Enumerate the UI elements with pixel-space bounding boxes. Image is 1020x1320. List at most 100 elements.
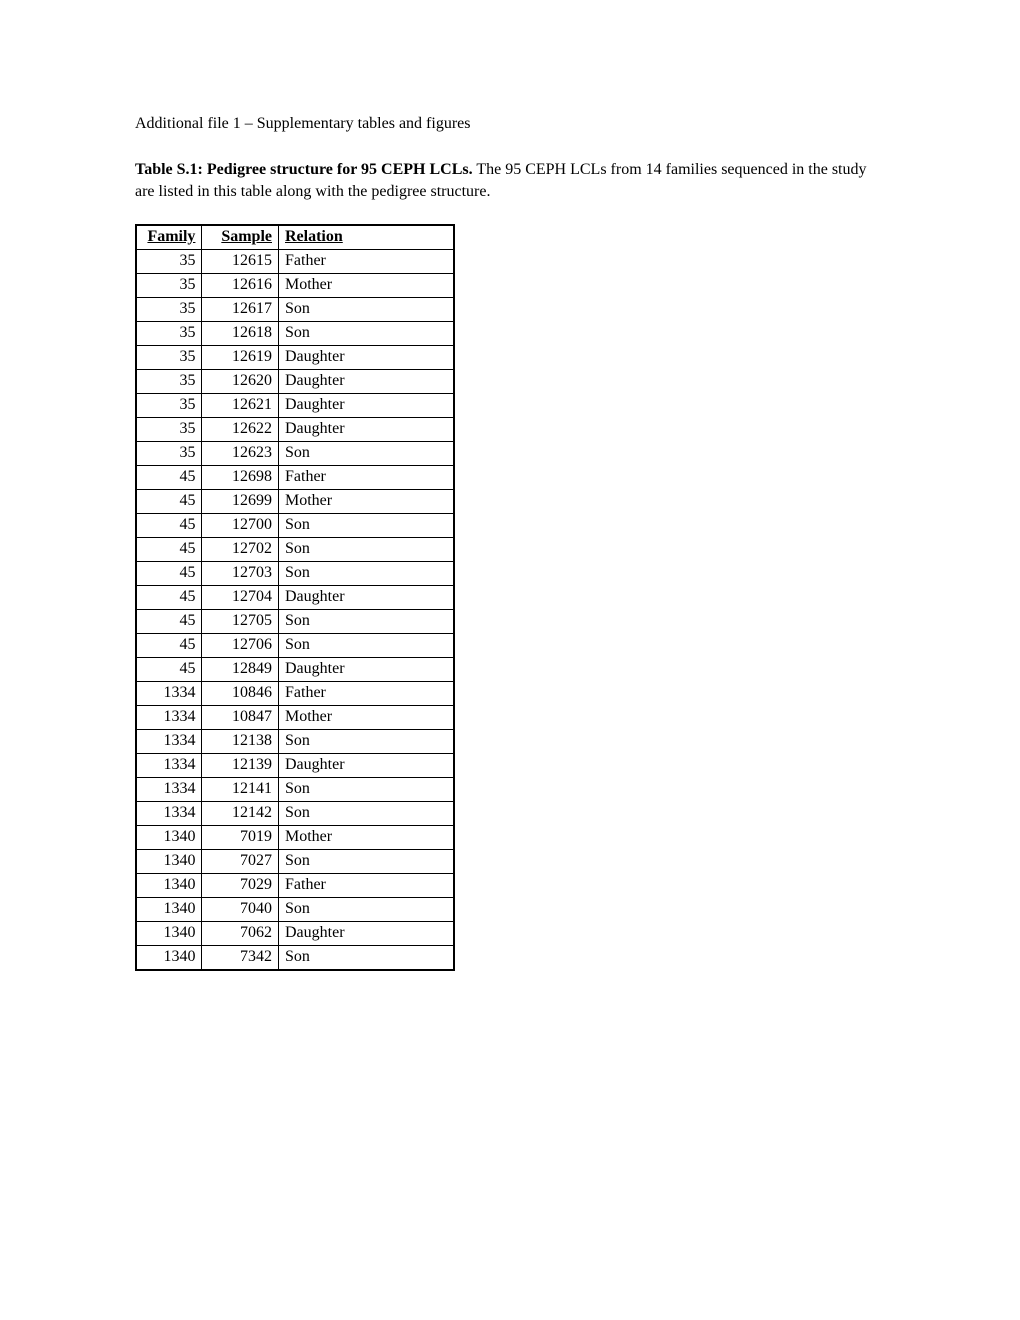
cell-sample: 12623 bbox=[202, 442, 279, 466]
cell-sample: 12620 bbox=[202, 370, 279, 394]
cell-sample: 12704 bbox=[202, 586, 279, 610]
cell-sample: 12700 bbox=[202, 514, 279, 538]
cell-sample: 12699 bbox=[202, 490, 279, 514]
cell-family: 1334 bbox=[136, 778, 202, 802]
table-row: 133410847Mother bbox=[136, 706, 454, 730]
cell-family: 1340 bbox=[136, 946, 202, 971]
cell-sample: 12702 bbox=[202, 538, 279, 562]
cell-sample: 10846 bbox=[202, 682, 279, 706]
cell-relation: Daughter bbox=[279, 754, 455, 778]
cell-relation: Daughter bbox=[279, 346, 455, 370]
cell-family: 35 bbox=[136, 346, 202, 370]
cell-family: 35 bbox=[136, 370, 202, 394]
cell-relation: Daughter bbox=[279, 586, 455, 610]
cell-family: 1334 bbox=[136, 802, 202, 826]
table-row: 3512619Daughter bbox=[136, 346, 454, 370]
cell-relation: Daughter bbox=[279, 418, 455, 442]
cell-family: 45 bbox=[136, 514, 202, 538]
cell-sample: 12698 bbox=[202, 466, 279, 490]
cell-family: 35 bbox=[136, 418, 202, 442]
col-header-family: Family bbox=[136, 225, 202, 250]
table-row: 3512615Father bbox=[136, 250, 454, 274]
cell-family: 1334 bbox=[136, 754, 202, 778]
cell-family: 35 bbox=[136, 298, 202, 322]
cell-family: 35 bbox=[136, 250, 202, 274]
cell-sample: 12139 bbox=[202, 754, 279, 778]
cell-relation: Daughter bbox=[279, 922, 455, 946]
table-row: 4512704Daughter bbox=[136, 586, 454, 610]
supplementary-heading: Additional file 1 – Supplementary tables… bbox=[135, 115, 885, 133]
table-caption-title: Table S.1: Pedigree structure for 95 CEP… bbox=[135, 161, 473, 178]
cell-family: 45 bbox=[136, 562, 202, 586]
cell-sample: 12142 bbox=[202, 802, 279, 826]
cell-relation: Mother bbox=[279, 490, 455, 514]
document-page: Additional file 1 – Supplementary tables… bbox=[0, 0, 1020, 1320]
cell-relation: Daughter bbox=[279, 370, 455, 394]
cell-family: 35 bbox=[136, 274, 202, 298]
cell-family: 1340 bbox=[136, 922, 202, 946]
cell-sample: 7342 bbox=[202, 946, 279, 971]
cell-sample: 12617 bbox=[202, 298, 279, 322]
table-row: 3512620Daughter bbox=[136, 370, 454, 394]
cell-sample: 12706 bbox=[202, 634, 279, 658]
cell-family: 45 bbox=[136, 490, 202, 514]
cell-relation: Daughter bbox=[279, 658, 455, 682]
cell-sample: 12849 bbox=[202, 658, 279, 682]
cell-sample: 7062 bbox=[202, 922, 279, 946]
cell-relation: Son bbox=[279, 946, 455, 971]
cell-family: 45 bbox=[136, 634, 202, 658]
table-row: 4512699Mother bbox=[136, 490, 454, 514]
cell-relation: Son bbox=[279, 562, 455, 586]
table-row: 3512622Daughter bbox=[136, 418, 454, 442]
cell-relation: Father bbox=[279, 466, 455, 490]
cell-sample: 12622 bbox=[202, 418, 279, 442]
cell-family: 35 bbox=[136, 394, 202, 418]
cell-relation: Mother bbox=[279, 706, 455, 730]
table-row: 3512618Son bbox=[136, 322, 454, 346]
table-row: 13407062Daughter bbox=[136, 922, 454, 946]
table-row: 4512700Son bbox=[136, 514, 454, 538]
cell-relation: Daughter bbox=[279, 394, 455, 418]
table-row: 13407019Mother bbox=[136, 826, 454, 850]
cell-sample: 7019 bbox=[202, 826, 279, 850]
cell-relation: Father bbox=[279, 682, 455, 706]
cell-sample: 12615 bbox=[202, 250, 279, 274]
table-row: 13407029Father bbox=[136, 874, 454, 898]
cell-sample: 12618 bbox=[202, 322, 279, 346]
pedigree-table: Family Sample Relation 3512615Father3512… bbox=[135, 224, 455, 971]
cell-family: 45 bbox=[136, 610, 202, 634]
pedigree-table-body: 3512615Father3512616Mother3512617Son3512… bbox=[136, 250, 454, 971]
cell-family: 1334 bbox=[136, 682, 202, 706]
cell-sample: 12141 bbox=[202, 778, 279, 802]
table-row: 13407027Son bbox=[136, 850, 454, 874]
table-row: 133412138Son bbox=[136, 730, 454, 754]
cell-relation: Son bbox=[279, 322, 455, 346]
table-row: 3512623Son bbox=[136, 442, 454, 466]
table-row: 133412141Son bbox=[136, 778, 454, 802]
cell-relation: Son bbox=[279, 850, 455, 874]
cell-relation: Father bbox=[279, 250, 455, 274]
cell-family: 1340 bbox=[136, 850, 202, 874]
table-row: 13407040Son bbox=[136, 898, 454, 922]
cell-sample: 7027 bbox=[202, 850, 279, 874]
cell-sample: 12138 bbox=[202, 730, 279, 754]
table-row: 4512849Daughter bbox=[136, 658, 454, 682]
cell-relation: Mother bbox=[279, 826, 455, 850]
cell-sample: 12616 bbox=[202, 274, 279, 298]
table-row: 3512616Mother bbox=[136, 274, 454, 298]
cell-relation: Son bbox=[279, 634, 455, 658]
cell-family: 1340 bbox=[136, 898, 202, 922]
cell-relation: Son bbox=[279, 802, 455, 826]
cell-sample: 7029 bbox=[202, 874, 279, 898]
table-row: 4512702Son bbox=[136, 538, 454, 562]
pedigree-table-head: Family Sample Relation bbox=[136, 225, 454, 250]
cell-sample: 10847 bbox=[202, 706, 279, 730]
cell-family: 45 bbox=[136, 586, 202, 610]
table-row: 4512703Son bbox=[136, 562, 454, 586]
cell-family: 1334 bbox=[136, 730, 202, 754]
col-header-sample: Sample bbox=[202, 225, 279, 250]
cell-relation: Son bbox=[279, 778, 455, 802]
cell-sample: 12621 bbox=[202, 394, 279, 418]
cell-sample: 7040 bbox=[202, 898, 279, 922]
cell-family: 1340 bbox=[136, 874, 202, 898]
